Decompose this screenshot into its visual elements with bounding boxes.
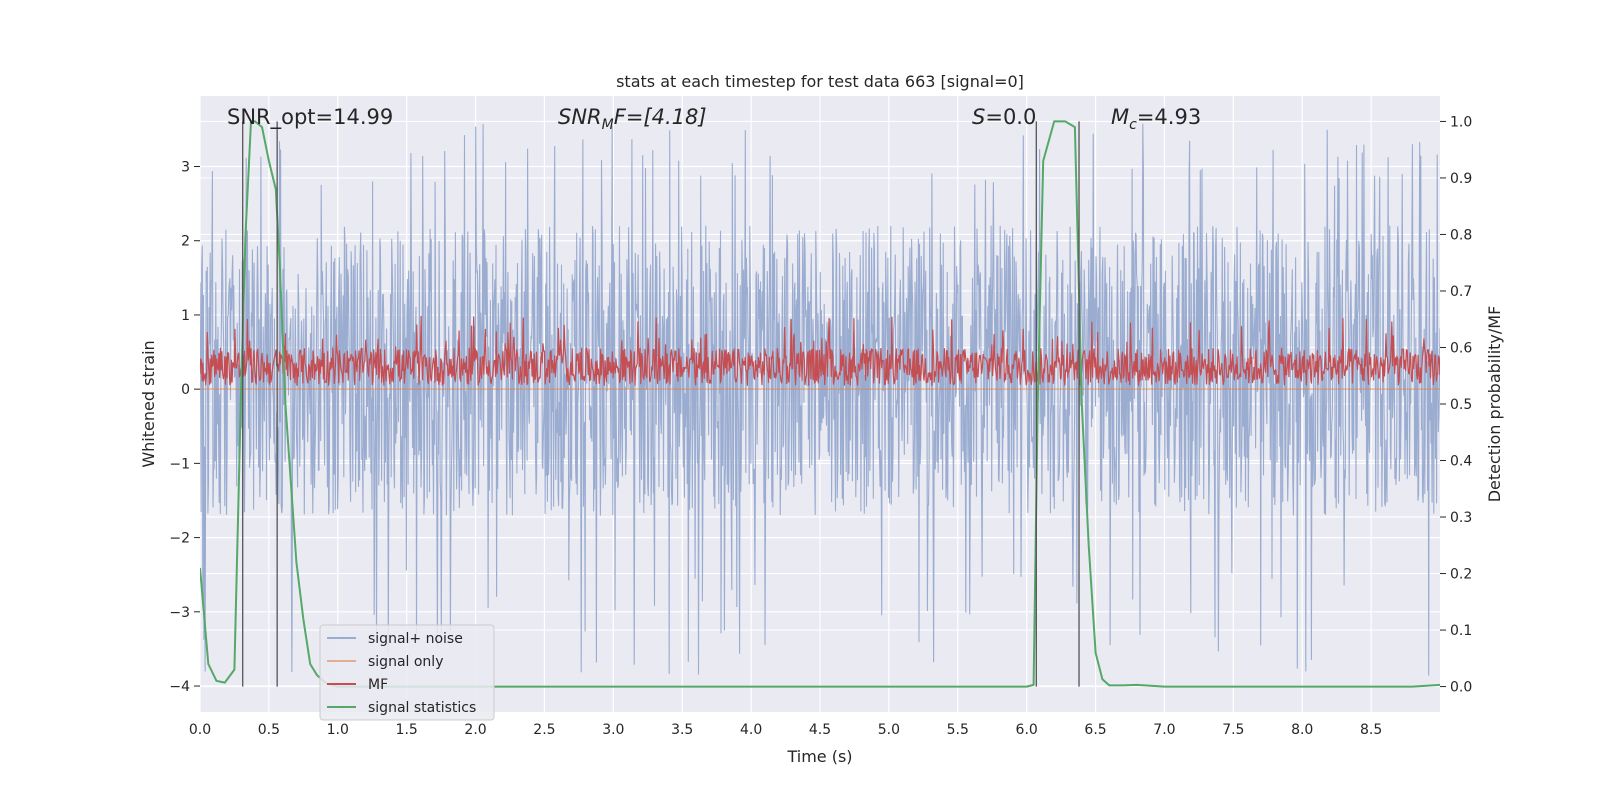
x-tick-label-12: 6.0 — [1016, 722, 1038, 738]
legend-label-statistics: signal statistics — [368, 700, 476, 716]
legend-box — [319, 624, 495, 721]
x-tick-label-16: 8.0 — [1291, 722, 1313, 738]
y-tick-label-right-8: 0.2 — [1450, 567, 1472, 583]
annotation-snr-mf: SNRMF=[4.18] — [558, 105, 707, 133]
x-tick-label-8: 4.0 — [740, 722, 762, 738]
y-tick-label-left-4: −1 — [169, 456, 190, 472]
y-tick-label-right-4: 0.6 — [1450, 340, 1472, 356]
y-tick-label-left-7: −4 — [169, 679, 190, 695]
x-tick-label-6: 3.0 — [602, 722, 624, 738]
vertical-lines — [242, 121, 1080, 687]
legend-label-signal-only: signal only — [368, 654, 443, 670]
x-tick-label-4: 2.0 — [464, 722, 486, 738]
chart-title: stats at each timestep for test data 663… — [616, 72, 1024, 91]
y-axis-label-left: Whitened strain — [139, 340, 158, 467]
x-tick-label-7: 3.5 — [671, 722, 693, 738]
y-tick-label-left-6: −3 — [169, 605, 190, 621]
legend: signal+ noise signal only MF signal stat… — [319, 624, 495, 721]
y-tick-label-left-0: 3 — [181, 160, 190, 176]
y-tick-label-right-2: 0.8 — [1450, 227, 1472, 243]
annotation-s-value: S=0.0 — [972, 105, 1036, 129]
ticks: 0.0 0.5 1.0 1.5 2.0 2.5 3.0 3.5 4.0 4.5 5.0 5.5 6.0 6… — [169, 114, 1472, 738]
series-signal-statistics — [200, 120, 1440, 688]
y-axis-label-right: Detection probability/MF — [1485, 306, 1504, 503]
y-tick-label-right-6: 0.4 — [1450, 454, 1472, 470]
legend-label-mf: MF — [368, 677, 388, 693]
y-tick-label-right-9: 0.1 — [1450, 623, 1472, 639]
x-tick-label-14: 7.0 — [1153, 722, 1175, 738]
x-tick-label-1: 0.5 — [258, 722, 280, 738]
series-group — [200, 120, 1440, 688]
y-tick-label-right-5: 0.5 — [1450, 397, 1472, 413]
series-mf — [200, 315, 1440, 386]
y-tick-label-left-5: −2 — [169, 531, 190, 547]
y-tick-label-right-3: 0.7 — [1450, 284, 1472, 300]
annotation-mc-value: Mc=4.93 — [1111, 105, 1201, 133]
x-tick-label-11: 5.5 — [947, 722, 969, 738]
x-tick-label-3: 1.5 — [396, 722, 418, 738]
x-tick-label-10: 5.0 — [878, 722, 900, 738]
x-tick-label-0: 0.0 — [189, 722, 211, 738]
x-tick-label-9: 4.5 — [809, 722, 831, 738]
y-tick-label-right-10: 0.0 — [1450, 680, 1472, 696]
y-tick-label-left-2: 1 — [181, 308, 190, 324]
legend-label-noise: signal+ noise — [368, 631, 463, 647]
y-tick-label-right-7: 0.3 — [1450, 510, 1472, 526]
x-tick-label-17: 8.5 — [1360, 722, 1382, 738]
y-tick-label-right-1: 0.9 — [1450, 171, 1472, 187]
y-tick-label-right-0: 1.0 — [1450, 114, 1472, 130]
y-tick-label-left-1: 2 — [181, 234, 190, 250]
x-tick-label-13: 6.5 — [1084, 722, 1106, 738]
x-tick-label-15: 7.5 — [1222, 722, 1244, 738]
annotation-snr-opt: SNR_opt=14.99 — [227, 105, 393, 130]
y-tick-label-left-3: 0 — [181, 382, 190, 398]
x-tick-label-2: 1.0 — [327, 722, 349, 738]
x-axis-label: Time (s) — [786, 747, 852, 766]
x-tick-label-5: 2.5 — [533, 722, 555, 738]
